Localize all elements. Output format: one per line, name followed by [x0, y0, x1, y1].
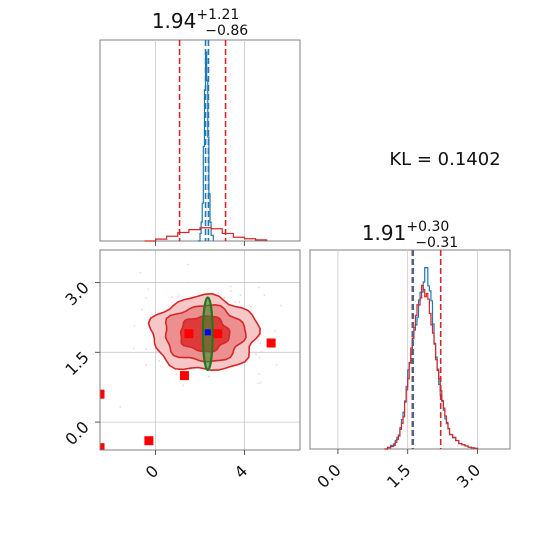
x-ticks: 0.0 1.5 3.0 [313, 449, 484, 492]
sample-point [263, 294, 266, 297]
quantile-lines [178, 40, 227, 241]
contour-layer [119, 263, 327, 408]
y-tick-label: 0.0 [61, 417, 92, 448]
sample-point [234, 301, 237, 303]
sample-point [239, 294, 242, 297]
quantile-lines [411, 250, 442, 449]
sample-point [230, 289, 232, 292]
x-tick-label: 0.0 [313, 460, 344, 491]
x-tick-label: 1.5 [383, 460, 414, 491]
x-ticks [155, 241, 245, 246]
scatter-points [100, 329, 276, 450]
sample-point [147, 288, 150, 291]
grid [337, 250, 478, 449]
histogram-line [384, 284, 479, 450]
histogram-series [384, 267, 479, 450]
sample-marker [266, 338, 276, 348]
sample-point [325, 325, 327, 327]
sample-point [258, 335, 261, 338]
panel-title-x: 1.94+1.21 −0.86 [152, 7, 248, 39]
sample-point [260, 350, 263, 353]
sample-point [119, 405, 122, 408]
grid [155, 40, 245, 241]
sample-point [144, 364, 147, 367]
sample-point [259, 381, 262, 384]
sample-marker [100, 389, 105, 399]
sample-point [187, 263, 190, 266]
sample-point [139, 271, 142, 274]
y-ticks: 0.0 1.5 3.0 [61, 278, 100, 449]
sample-point [133, 324, 136, 327]
sample-point [257, 382, 260, 385]
frame [99, 39, 301, 242]
sample-point [207, 375, 210, 378]
histogram-line [384, 267, 479, 450]
sample-point [144, 297, 147, 299]
sample-point [175, 373, 178, 376]
frame [99, 249, 301, 451]
truth-marker [204, 329, 211, 336]
sample-point [171, 296, 173, 298]
sample-point [257, 286, 260, 289]
sample-point [255, 353, 257, 356]
sample-point [182, 384, 184, 387]
panel-title-y: 1.91+0.30 −0.31 [362, 219, 458, 251]
title-upper: +1.21 [196, 7, 239, 23]
x-tick-label: 0 [142, 461, 163, 482]
sample-point [217, 292, 220, 295]
sample-point [257, 339, 259, 342]
sample-point [141, 308, 143, 311]
title-median: 1.94 [152, 9, 197, 33]
frame [309, 249, 511, 450]
x-tick-label: 3.0 [453, 460, 484, 491]
marginal-histogram-x: 1.94+1.21 −0.86 [99, 7, 301, 246]
sample-point [158, 360, 161, 362]
sample-marker [184, 329, 194, 339]
sample-marker [213, 329, 223, 339]
sample-marker [179, 371, 189, 381]
sample-point [275, 364, 278, 366]
marginal-histogram-y: 0.0 1.5 3.0 1.91+0.30 −0.31 [309, 219, 511, 492]
y-tick-label: 1.5 [61, 348, 92, 379]
sample-marker [100, 443, 105, 450]
x-tick-label: 4 [231, 461, 252, 482]
sample-point [238, 301, 241, 303]
y-tick-label: 3.0 [61, 278, 92, 309]
histogram-line [144, 227, 268, 242]
sample-point [258, 356, 261, 359]
title-lower: −0.86 [205, 23, 248, 39]
sample-point [132, 347, 135, 350]
sample-point [280, 304, 282, 307]
sample-point [223, 296, 226, 299]
kl-annotation: KL = 0.1402 [389, 149, 500, 170]
title-median: 1.91 [362, 221, 407, 245]
title-upper: +0.30 [406, 219, 449, 235]
sample-point [274, 330, 276, 333]
sample-marker [144, 436, 154, 446]
sample-point [145, 348, 148, 351]
sample-point [258, 373, 260, 376]
sample-point [259, 342, 262, 345]
sample-point [186, 281, 189, 284]
title-lower: −0.31 [415, 235, 458, 251]
sample-point [177, 295, 180, 297]
sample-point [229, 285, 232, 288]
sample-point [249, 305, 252, 308]
